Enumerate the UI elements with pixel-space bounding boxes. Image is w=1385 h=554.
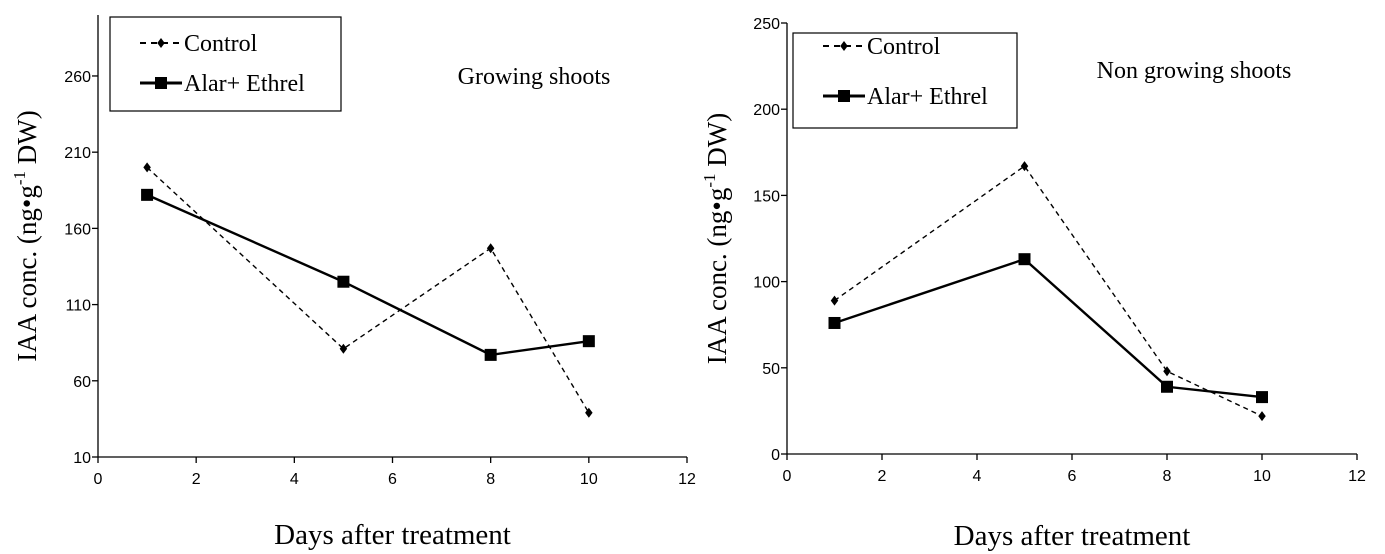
series-line [146,193,589,357]
series-line [834,165,1263,417]
data-point-square [141,188,154,201]
data-point-diamond [339,343,348,354]
x-tick-label: 2 [192,471,201,488]
data-point-square [582,335,595,348]
chart-panel-1: 10 60 110 160 210 260 0 2 4 6 8 10 12 Days after trea… [10,15,696,551]
series-1 [143,162,593,418]
data-point-diamond [1258,411,1266,422]
y-tick-label: 200 [753,102,780,119]
x-tick-label: 12 [678,471,696,488]
x-tick-label: 4 [290,471,299,488]
y-axis-title-main: IAA conc. (ng•g [12,185,42,362]
chart-annotation: Non growing shoots [1097,58,1292,84]
series-2 [141,188,595,361]
x-tick-label: 0 [783,468,792,485]
x-tick-label: 4 [973,468,982,485]
x-tick-label: 6 [388,471,397,488]
chart-annotation: Growing shoots [458,64,611,90]
y-axis-title: IAA conc. (ng•g-1 DW) [10,110,42,362]
data-point-square [838,90,850,102]
y-axis-title-tail: DW) [12,110,42,171]
y-tick-label: 210 [64,145,91,162]
data-point-square [1161,380,1173,393]
y-axis-title-tail: DW) [702,113,732,174]
x-axis-title: Days after treatment [954,520,1191,552]
legend-label: Alar+ Ethrel [867,84,988,110]
series-line [834,257,1263,399]
data-point-diamond [585,407,593,418]
data-point-diamond [143,162,151,173]
data-point-diamond [1163,366,1171,377]
y-tick-label: 110 [65,298,91,315]
x-tick-label: 10 [580,471,598,488]
data-point-diamond [830,295,839,306]
data-point-square [828,316,841,329]
data-point-diamond [1020,161,1029,172]
legend-label: Alar+ Ethrel [184,71,305,97]
series-1 [830,161,1266,422]
series-line [146,166,590,414]
y-tick-label: 10 [73,450,91,467]
data-point-square [1256,391,1268,404]
legend: Control Alar+ Ethrel [792,32,1018,129]
x-axis-title: Days after treatment [274,519,511,551]
y-tick-label: 0 [771,447,780,464]
legend-label: Control [867,34,941,60]
series-2 [828,253,1268,404]
legend: Control Alar+ Ethrel [109,16,342,112]
legend-box [109,16,342,112]
data-point-square [337,275,350,288]
x-tick-label: 8 [486,471,495,488]
chart-panel-2: 0 50 100 150 200 250 0 2 4 6 8 10 12 Days after treat… [700,16,1366,552]
legend-label: Control [184,31,258,57]
x-tick-label: 6 [1068,468,1077,485]
legend-box [792,32,1018,129]
y-tick-label: 150 [753,188,780,205]
y-tick-label: 100 [753,275,780,292]
x-tick-label: 10 [1253,468,1271,485]
data-point-diamond [840,41,848,51]
x-tick-label: 12 [1348,468,1366,485]
x-tick-label: 2 [878,468,887,485]
y-axis-title-sup: -1 [10,171,29,185]
x-tick-label: 0 [94,471,103,488]
y-tick-label: 250 [753,16,780,33]
data-point-square [484,348,497,361]
data-point-diamond [486,243,495,254]
y-tick-label: 60 [73,374,91,391]
y-axis-title: IAA conc. (ng•g-1 DW) [700,113,732,365]
data-point-diamond [157,38,165,48]
y-axis-title-main: IAA conc. (ng•g [702,188,732,365]
data-point-square [155,77,167,89]
data-point-square [1018,253,1031,266]
y-tick-label: 50 [762,361,780,378]
x-tick-label: 8 [1163,468,1172,485]
y-tick-label: 160 [64,221,91,238]
y-tick-label: 260 [64,69,91,86]
y-axis-title-sup: -1 [700,173,719,187]
